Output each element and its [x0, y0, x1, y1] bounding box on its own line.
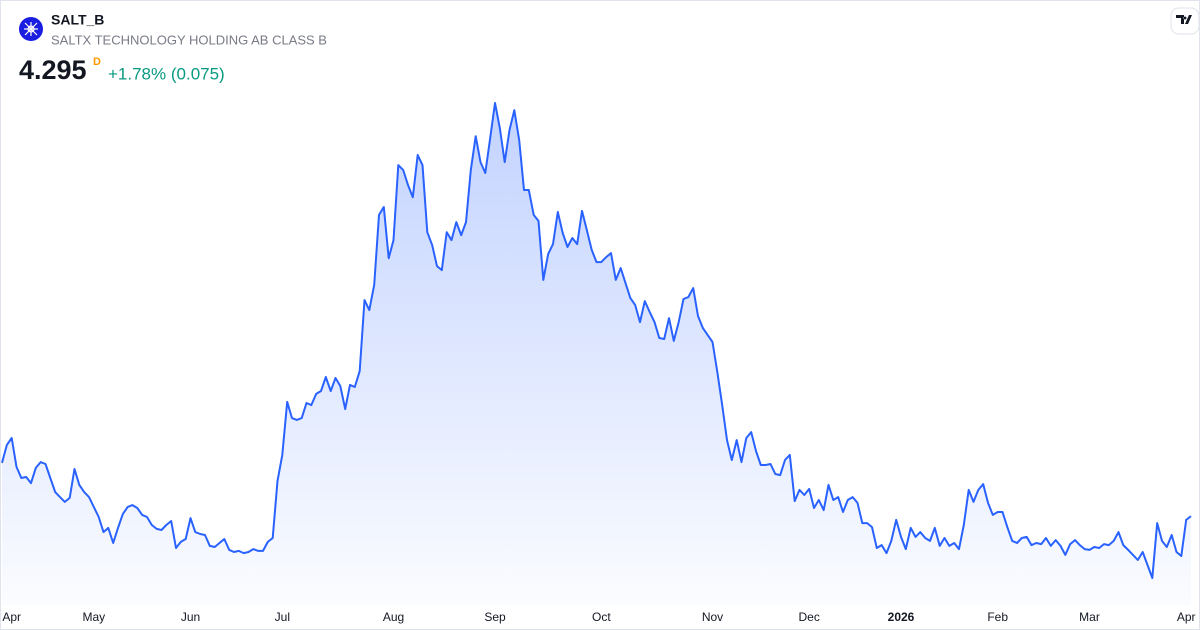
symbol-subtitle: SALTX TECHNOLOGY HOLDING AB CLASS B — [51, 32, 327, 47]
last-price: 4.295 — [19, 55, 87, 85]
plot: Apr May Jun Jul Aug Sep Oct Nov Dec 2026 Feb Mar Apr — [1, 102, 1196, 624]
symbol-logo — [19, 17, 43, 41]
price-change: +1.78% (0.075) — [108, 64, 225, 83]
price-line — [1, 102, 1192, 579]
x-tick-label: Nov — [702, 610, 723, 624]
x-tick-label: May — [82, 610, 105, 624]
x-tick-label: Jun — [181, 610, 200, 624]
x-tick-label: 2026 — [888, 610, 915, 624]
x-tick-label: Dec — [798, 610, 819, 624]
area-fill — [2, 103, 1191, 605]
x-tick-label: Aug — [383, 610, 404, 624]
x-tick-label: Apr — [1177, 610, 1196, 624]
x-tick-label: Mar — [1079, 610, 1100, 624]
x-tick-label: Oct — [592, 610, 611, 624]
brand-badge — [1170, 7, 1200, 35]
x-tick-label: Apr — [2, 610, 21, 624]
x-tick-label: Sep — [484, 610, 506, 624]
x-tick-label: Jul — [275, 610, 290, 624]
interval: D — [93, 56, 101, 68]
x-tick-label: Feb — [987, 610, 1008, 624]
symbol-title: SALT_B — [51, 12, 104, 28]
